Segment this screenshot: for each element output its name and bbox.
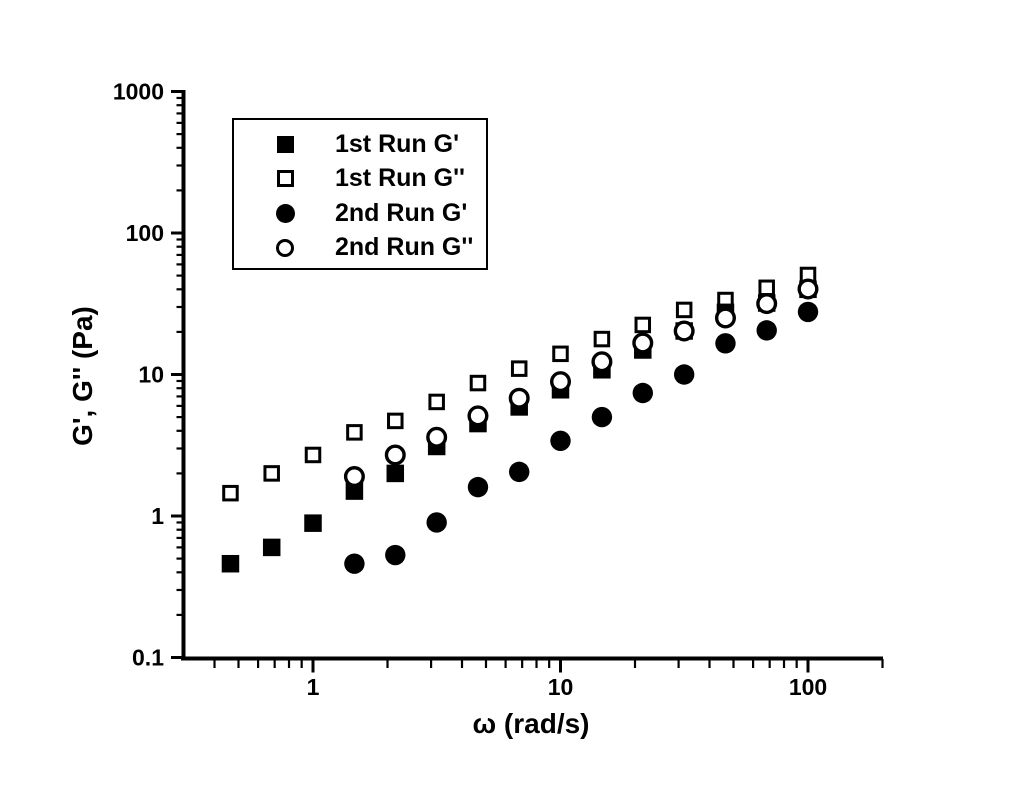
- marker-filled-circle: [673, 364, 695, 385]
- legend-label: 2nd Run G'': [335, 233, 474, 262]
- marker-filled-circle: [591, 406, 613, 428]
- marker-open-square: [469, 374, 487, 392]
- marker-filled-circle: [715, 333, 736, 354]
- open-square-icon: [275, 170, 295, 188]
- marker-filled-square: [345, 482, 364, 500]
- marker-open-square: [634, 316, 652, 334]
- y-tick-label: 10: [138, 362, 164, 388]
- marker-filled-square: [262, 538, 281, 557]
- marker-open-circle: [384, 444, 406, 466]
- marker-open-square: [387, 412, 404, 430]
- marker-filled-circle: [426, 512, 447, 533]
- open-circle-icon: [275, 238, 295, 257]
- marker-open-circle: [756, 293, 778, 315]
- marker-open-square: [428, 393, 445, 411]
- x-tick-label: 100: [789, 674, 827, 700]
- marker-filled-circle: [344, 553, 365, 574]
- marker-filled-square: [304, 514, 322, 532]
- marker-open-circle: [343, 466, 365, 488]
- marker-open-square: [263, 465, 280, 482]
- marker-open-square: [758, 279, 775, 297]
- marker-open-square: [304, 446, 322, 464]
- filled-circle-icon: [275, 203, 295, 223]
- marker-open-circle: [426, 426, 448, 448]
- marker-open-circle: [673, 320, 695, 342]
- marker-filled-circle: [632, 382, 653, 404]
- y-tick-label: 1000: [113, 79, 164, 105]
- y-tick-label: 100: [126, 220, 164, 246]
- x-tick-label: 10: [548, 674, 574, 700]
- marker-filled-circle: [509, 461, 530, 483]
- y-tick-label: 0.1: [132, 645, 164, 671]
- marker-filled-circle: [385, 544, 406, 566]
- marker-open-square: [675, 301, 693, 319]
- marker-open-circle: [467, 405, 489, 427]
- y-axis-title: G', G'' (Pa): [67, 306, 98, 446]
- marker-filled-circle: [797, 301, 819, 323]
- marker-open-square: [552, 345, 569, 363]
- marker-open-square: [593, 330, 611, 348]
- legend-label: 1st Run G'': [335, 164, 465, 193]
- marker-filled-circle: [467, 476, 489, 498]
- x-axis-title: ω (rad/s): [472, 708, 590, 739]
- marker-open-circle: [550, 371, 572, 393]
- marker-filled-circle: [550, 430, 571, 451]
- marker-filled-square: [221, 554, 240, 573]
- legend-label: 1st Run G': [335, 129, 460, 158]
- marker-open-circle: [591, 351, 613, 373]
- legend-item: 1st Run G'': [234, 163, 486, 195]
- filled-square-icon: [275, 135, 295, 153]
- y-tick-label: 1: [151, 503, 164, 529]
- marker-open-square: [346, 424, 363, 441]
- marker-filled-square: [386, 464, 405, 483]
- marker-filled-circle: [756, 320, 777, 341]
- marker-open-square: [222, 484, 239, 502]
- marker-open-circle: [797, 278, 819, 300]
- legend-item: 2nd Run G'': [234, 232, 486, 264]
- legend-item: 2nd Run G': [234, 197, 486, 229]
- marker-open-circle: [508, 387, 530, 409]
- legend-label: 2nd Run G': [335, 198, 468, 227]
- legend: 1st Run G' 1st Run G'' 2nd Run G' 2nd Ru…: [232, 118, 488, 270]
- marker-open-circle: [632, 332, 654, 354]
- x-tick-label: 1: [307, 674, 320, 700]
- marker-open-square: [510, 360, 528, 377]
- legend-item: 1st Run G': [234, 128, 486, 160]
- marker-open-circle: [714, 307, 736, 329]
